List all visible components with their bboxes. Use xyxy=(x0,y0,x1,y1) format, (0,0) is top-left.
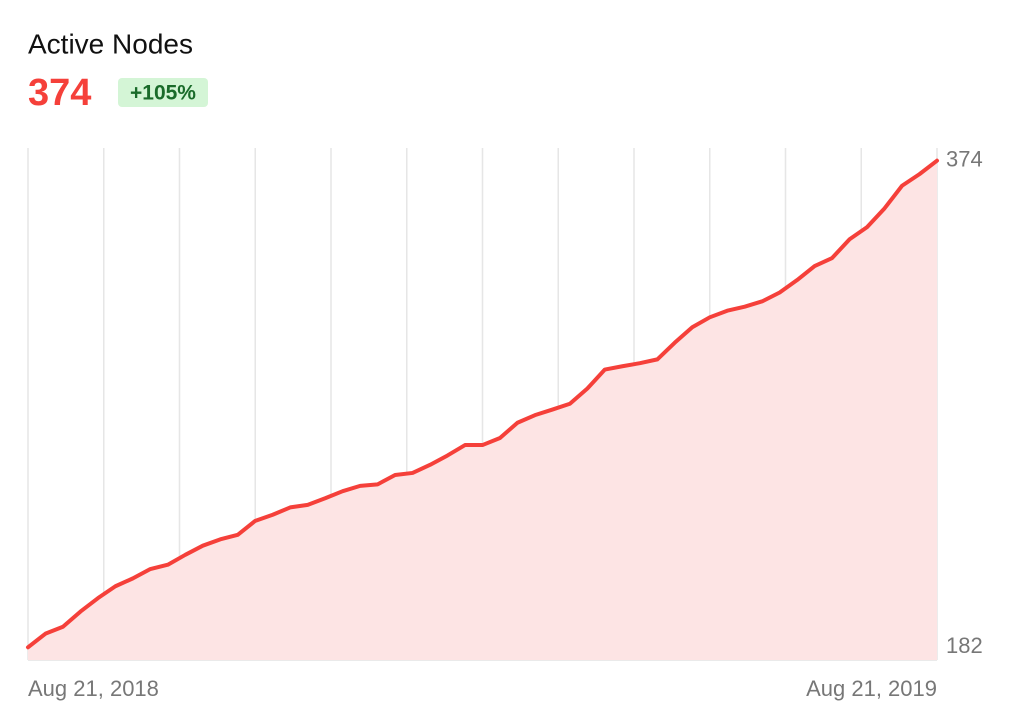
line xyxy=(26,158,939,650)
y-tick-label: 182 xyxy=(946,633,983,658)
change-badge xyxy=(118,78,208,107)
y-tick-label: 374 xyxy=(946,146,983,171)
chart-title: Active Nodes xyxy=(28,28,193,59)
x-tick-label: Aug 21, 2018 xyxy=(28,676,159,701)
current-value: 374 xyxy=(28,72,91,114)
x-tick-label: Aug 21, 2019 xyxy=(806,676,937,701)
area-fill xyxy=(28,160,937,660)
change-label: +105% xyxy=(130,82,196,105)
